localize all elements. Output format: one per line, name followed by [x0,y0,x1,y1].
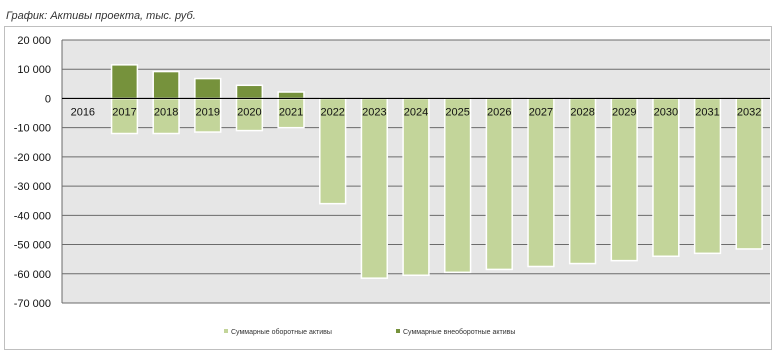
bar-series-1 [693,97,722,255]
x-tick-label: 2026 [487,106,511,118]
x-tick-label: 2030 [654,106,678,118]
y-tick-label: -40 000 [14,210,51,222]
bar-series-1 [277,97,305,129]
bar-series-1 [194,97,222,133]
x-tick-label: 2028 [570,106,594,118]
y-tick-label: -20 000 [14,152,51,164]
y-tick-label: 0 [45,93,51,105]
x-tick-label: 2025 [445,106,469,118]
bar-series-1 [443,97,472,274]
y-tick-label: -70 000 [14,298,51,310]
bar-series-1 [735,97,763,250]
bar-series-2 [194,77,222,100]
bar-series-2 [110,64,139,100]
x-tick-label: 2017 [112,106,136,118]
y-tick-label: 20 000 [17,35,51,47]
bar-series-2 [152,70,180,100]
bar-series-1 [652,97,680,257]
legend-label-2: Суммарные внеоборотные активы [403,328,515,336]
x-tick-label: 2018 [154,106,178,118]
x-tick-label: 2027 [529,106,553,118]
chart-title: График: Активы проекта, тыс. руб. [6,10,196,22]
bar-series-2 [277,91,305,100]
bar-series-1 [360,97,389,279]
bar-series-1 [152,97,180,135]
x-tick-label: 2024 [404,106,428,118]
bar-series-1 [235,97,264,132]
x-tick-label: 2029 [612,106,636,118]
legend-swatch-2 [396,329,400,333]
x-tick-label: 2020 [237,106,261,118]
legend-swatch-1 [224,329,228,333]
y-tick-label: -30 000 [14,181,51,193]
y-tick-label: -60 000 [14,269,51,281]
x-tick-label: 2032 [737,106,761,118]
y-tick-label: -10 000 [14,123,51,135]
y-tick-label: 10 000 [17,64,51,76]
bar-series-1 [527,97,555,268]
legend-label-1: Суммарные оборотные активы [231,328,332,336]
x-tick-label: 2016 [71,106,95,118]
x-tick-label: 2019 [196,106,220,118]
bar-series-1 [402,97,430,276]
y-tick-label: -50 000 [14,240,51,252]
bar-series-1 [485,97,513,271]
bar-series-2 [235,84,264,100]
bar-series-1 [568,97,597,265]
x-tick-label: 2022 [320,106,344,118]
x-tick-label: 2023 [362,106,386,118]
x-tick-label: 2021 [279,106,303,118]
bar-series-1 [610,97,638,262]
x-tick-label: 2031 [695,106,719,118]
